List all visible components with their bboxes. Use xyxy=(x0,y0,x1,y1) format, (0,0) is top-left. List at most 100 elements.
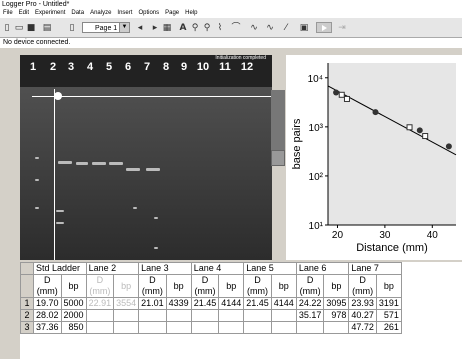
unit-header[interactable]: bp xyxy=(113,274,140,298)
unit-header[interactable]: D (mm) xyxy=(348,274,377,298)
column-group-header[interactable]: Std Ladder xyxy=(33,262,87,275)
menu-data[interactable]: Data xyxy=(71,10,85,16)
table-cell[interactable] xyxy=(138,309,167,322)
table-cell[interactable] xyxy=(113,321,140,334)
distance-marker-line[interactable] xyxy=(54,89,55,260)
table-cell[interactable]: 37.36 xyxy=(33,321,62,334)
table-cell[interactable]: 19.70 xyxy=(33,297,62,310)
stats-icon[interactable]: ⌇ xyxy=(217,23,223,33)
table-cell[interactable]: 21.01 xyxy=(138,297,167,310)
table-cell[interactable]: 3191 xyxy=(375,297,402,310)
graph-panel[interactable]: 10⁴ 10³ 10² 10¹ 20 30 40 base pairs Distance (… xyxy=(286,55,462,260)
table-cell[interactable] xyxy=(295,321,325,334)
table-cell[interactable] xyxy=(113,309,140,322)
unit-header[interactable]: D (mm) xyxy=(138,274,167,298)
table-cell[interactable] xyxy=(190,321,220,334)
unit-header[interactable]: bp xyxy=(375,274,402,298)
unit-header[interactable]: bp xyxy=(60,274,87,298)
table-icon[interactable]: ▦ xyxy=(162,23,172,33)
unit-header[interactable]: bp xyxy=(323,274,350,298)
table-cell[interactable]: 22.91 xyxy=(85,297,115,310)
new-file-icon[interactable]: ▯ xyxy=(4,23,10,33)
text-icon[interactable]: A xyxy=(179,23,187,33)
menu-edit[interactable]: Edit xyxy=(18,10,30,16)
table-cell[interactable]: 35.17 xyxy=(295,309,325,322)
table-cell[interactable] xyxy=(243,321,272,334)
table-cell[interactable]: 4144 xyxy=(218,297,245,310)
gel-image-panel[interactable]: Initialization completed 1 2 3 4 5 6 7 8… xyxy=(20,55,272,260)
gel-band xyxy=(35,157,39,159)
menu-experiment[interactable]: Experiment xyxy=(35,10,66,16)
save-icon[interactable]: ■ xyxy=(26,23,36,33)
unit-header[interactable]: D (mm) xyxy=(85,274,115,298)
photo-icon[interactable]: ▣ xyxy=(299,23,309,33)
table-cell[interactable] xyxy=(270,321,297,334)
unit-header[interactable]: bp xyxy=(270,274,297,298)
page-select[interactable]: Page 1 ▼ xyxy=(82,22,130,33)
table-cell[interactable]: 978 xyxy=(323,309,350,322)
unit-header[interactable]: bp xyxy=(165,274,192,298)
menu-analyze[interactable]: Analyze xyxy=(90,10,112,16)
table-cell[interactable] xyxy=(218,321,245,334)
keep-icon[interactable]: ⇥ xyxy=(338,23,346,33)
table-cell[interactable]: 23.93 xyxy=(348,297,377,310)
table-cell[interactable]: 261 xyxy=(375,321,402,334)
table-cell[interactable] xyxy=(138,321,167,334)
unit-header[interactable]: D (mm) xyxy=(190,274,220,298)
column-group-header[interactable]: Lane 6 xyxy=(295,262,350,275)
table-cell[interactable]: 3554 xyxy=(113,297,140,310)
table-cell[interactable] xyxy=(270,309,297,322)
table-cell[interactable]: 4144 xyxy=(270,297,297,310)
table-cell[interactable]: 571 xyxy=(375,309,402,322)
table-cell[interactable] xyxy=(85,321,115,334)
table-cell[interactable]: 2000 xyxy=(60,309,87,322)
menu-options[interactable]: Options xyxy=(138,10,160,16)
image-options-button[interactable] xyxy=(271,150,285,166)
table-cell[interactable] xyxy=(218,309,245,322)
table-cell[interactable] xyxy=(85,309,115,322)
unit-header[interactable]: D (mm) xyxy=(243,274,272,298)
next-page-icon[interactable]: ▸ xyxy=(152,23,158,33)
tangent-icon[interactable]: ⌒ xyxy=(231,23,241,33)
image-tool-strip[interactable] xyxy=(271,90,285,150)
table-cell[interactable]: 24.22 xyxy=(295,297,325,310)
table-cell[interactable]: 5000 xyxy=(60,297,87,310)
table-cell[interactable]: 47.72 xyxy=(348,321,377,334)
table-cell[interactable] xyxy=(165,309,192,322)
linear-fit-icon[interactable]: ⁄ xyxy=(285,23,287,33)
column-group-header[interactable]: Lane 2 xyxy=(85,262,140,275)
table-cell[interactable]: 21.45 xyxy=(243,297,272,310)
column-group-header[interactable]: Lane 7 xyxy=(348,262,402,275)
table-cell[interactable] xyxy=(323,321,350,334)
open-icon[interactable]: ▭ xyxy=(14,23,24,33)
table-cell[interactable]: 28.02 xyxy=(33,309,62,322)
menu-page[interactable]: Page xyxy=(165,10,180,16)
table-cell[interactable]: 3095 xyxy=(323,297,350,310)
zoom-in-icon[interactable]: ⚲ xyxy=(191,23,199,33)
curve-fit-icon[interactable]: ∿ xyxy=(266,23,274,33)
menu-insert[interactable]: Insert xyxy=(117,10,133,16)
table-cell[interactable] xyxy=(243,309,272,322)
distance-origin-line[interactable] xyxy=(32,96,272,97)
column-group-header[interactable]: Lane 3 xyxy=(138,262,192,275)
table-cell[interactable]: 4339 xyxy=(165,297,192,310)
page-icon[interactable]: ▯ xyxy=(69,23,75,33)
menu-file[interactable]: File xyxy=(3,10,13,16)
model-icon[interactable]: ∿ xyxy=(250,23,258,33)
origin-handle[interactable] xyxy=(54,92,62,100)
menu-help[interactable]: Help xyxy=(185,10,198,16)
print-icon[interactable]: ▤ xyxy=(42,23,52,33)
zoom-out-icon[interactable]: ⚲ xyxy=(203,23,211,33)
unit-header[interactable]: D (mm) xyxy=(295,274,325,298)
column-group-header[interactable]: Lane 5 xyxy=(243,262,297,275)
unit-header[interactable]: D (mm) xyxy=(33,274,62,298)
table-cell[interactable] xyxy=(190,309,220,322)
table-cell[interactable]: 850 xyxy=(60,321,87,334)
column-group-header[interactable]: Lane 4 xyxy=(190,262,245,275)
collect-button[interactable] xyxy=(316,22,332,33)
table-cell[interactable]: 21.45 xyxy=(190,297,220,310)
table-cell[interactable]: 40.27 xyxy=(348,309,377,322)
unit-header[interactable]: bp xyxy=(218,274,245,298)
table-cell[interactable] xyxy=(165,321,192,334)
prev-page-icon[interactable]: ◂ xyxy=(137,23,143,33)
